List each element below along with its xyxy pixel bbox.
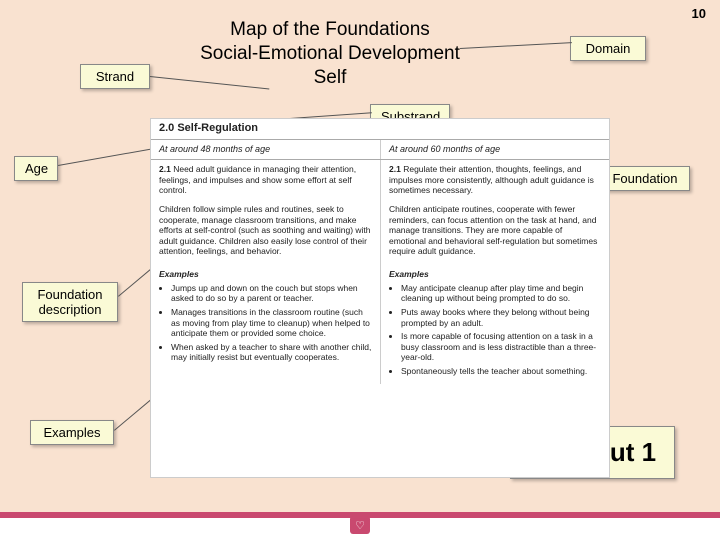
foundation-right: 2.1 Regulate their attention, thoughts, … — [380, 160, 609, 200]
page-title: Map of the Foundations Social-Emotional … — [190, 18, 470, 89]
page-number: 10 — [692, 6, 706, 21]
list-item: Jumps up and down on the couch but stops… — [171, 283, 372, 304]
f-right-num: 2.1 — [389, 164, 401, 174]
callout-domain: Domain — [570, 36, 646, 61]
desc-right: Children anticipate routines, cooperate … — [380, 200, 609, 261]
doc-age-row: At around 48 months of age At around 60 … — [151, 140, 609, 160]
desc-left: Children follow simple rules and routine… — [151, 200, 380, 261]
examples-list-right: May anticipate cleanup after play time a… — [389, 283, 601, 377]
doc-examples-row: Examples Jumps up and down on the couch … — [151, 261, 609, 384]
doc-section-header: 2.0 Self-Regulation — [151, 119, 609, 140]
callout-age: Age — [14, 156, 58, 181]
callout-strand: Strand — [80, 64, 150, 89]
foundation-left: 2.1 Need adult guidance in managing thei… — [151, 160, 380, 200]
examples-heading-right: Examples — [389, 265, 601, 280]
f-right-text: Regulate their attention, thoughts, feel… — [389, 164, 594, 195]
callout-examples: Examples — [30, 420, 114, 445]
callout-foundation-desc: Foundation description — [22, 282, 118, 322]
age-left: At around 48 months of age — [151, 140, 380, 159]
list-item: Manages transitions in the classroom rou… — [171, 307, 372, 339]
list-item: May anticipate cleanup after play time a… — [401, 283, 601, 304]
heart-icon: ♡ — [350, 516, 370, 534]
list-item: Is more capable of focusing attention on… — [401, 331, 601, 363]
connector — [460, 42, 572, 49]
title-line1: Map of the Foundations — [190, 18, 470, 42]
examples-left: Examples Jumps up and down on the couch … — [151, 261, 380, 384]
examples-right: Examples May anticipate cleanup after pl… — [380, 261, 609, 384]
connector — [58, 148, 157, 166]
f-left-text: Need adult guidance in managing their at… — [159, 164, 356, 195]
doc-foundation-row: 2.1 Need adult guidance in managing thei… — [151, 160, 609, 200]
document-snapshot: 2.0 Self-Regulation At around 48 months … — [150, 118, 610, 478]
title-line2: Social-Emotional Development — [190, 42, 470, 66]
list-item: Spontaneously tells the teacher about so… — [401, 366, 601, 377]
examples-heading-left: Examples — [159, 265, 372, 280]
list-item: Puts away books where they belong withou… — [401, 307, 601, 328]
callout-foundation: Foundation — [600, 166, 690, 191]
list-item: When asked by a teacher to share with an… — [171, 342, 372, 363]
age-right: At around 60 months of age — [380, 140, 609, 159]
f-left-num: 2.1 — [159, 164, 171, 174]
examples-list-left: Jumps up and down on the couch but stops… — [159, 283, 372, 363]
doc-desc-row: Children follow simple rules and routine… — [151, 200, 609, 261]
